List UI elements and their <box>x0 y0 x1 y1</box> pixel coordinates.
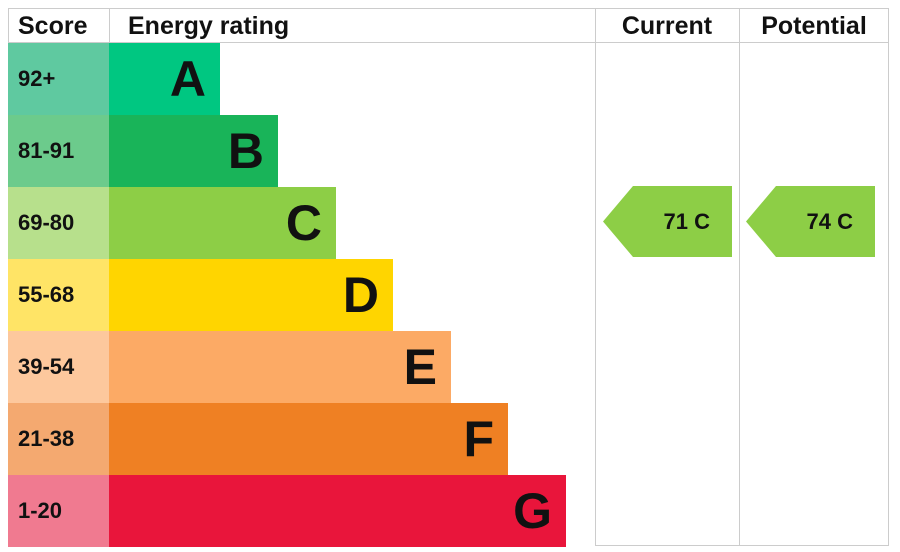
rating-bar-C: C <box>109 187 336 259</box>
header-energy-rating: Energy rating <box>109 8 595 43</box>
score-range-C: 69-80 <box>8 187 109 259</box>
rating-bar-A: A <box>109 43 220 115</box>
rating-bar-G: G <box>109 475 566 547</box>
score-range-E: 39-54 <box>8 331 109 403</box>
score-range-D: 55-68 <box>8 259 109 331</box>
rating-bar-E: E <box>109 331 451 403</box>
potential-rating-arrow: 74 C <box>746 186 875 257</box>
current-rating-arrow: 71 C <box>603 186 732 257</box>
score-range-B: 81-91 <box>8 115 109 187</box>
header-potential: Potential <box>739 8 889 43</box>
score-range-G: 1-20 <box>8 475 109 547</box>
header-current: Current <box>595 8 739 43</box>
header-score: Score <box>8 8 109 43</box>
rating-bar-B: B <box>109 115 278 187</box>
rating-bar-D: D <box>109 259 393 331</box>
score-range-F: 21-38 <box>8 403 109 475</box>
rating-bar-F: F <box>109 403 508 475</box>
score-range-A: 92+ <box>8 43 109 115</box>
